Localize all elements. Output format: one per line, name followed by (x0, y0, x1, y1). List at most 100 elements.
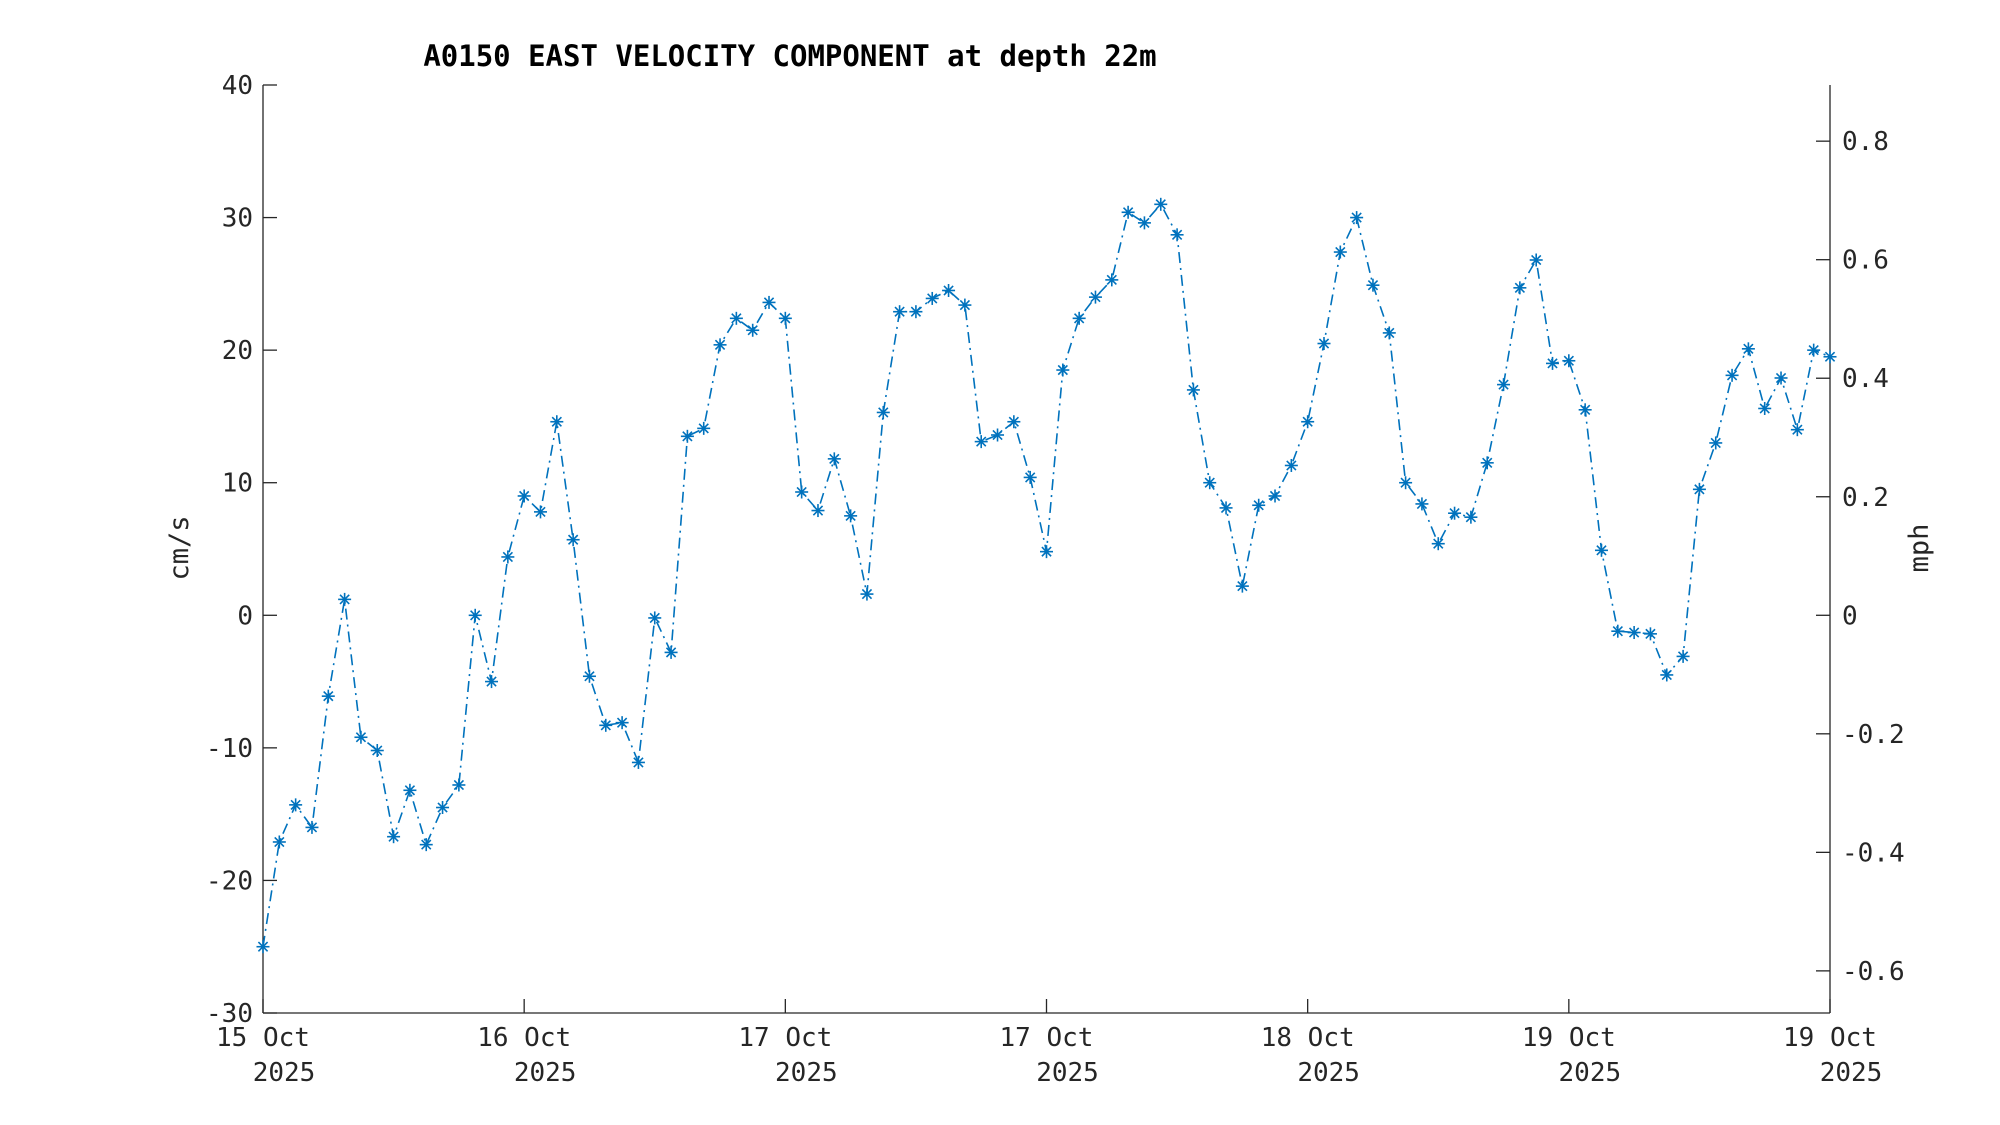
data-point (1709, 436, 1723, 450)
data-point (1235, 579, 1249, 593)
data-point (1431, 537, 1445, 551)
data-point (1333, 245, 1347, 259)
data-point (746, 323, 760, 337)
data-point (1317, 337, 1331, 351)
data-point (1040, 545, 1053, 559)
data-point (1170, 228, 1184, 242)
data-point (1137, 216, 1151, 230)
data-point (256, 940, 270, 954)
y-axis-label-left: cm/s (164, 515, 195, 580)
data-point (1007, 415, 1021, 429)
data-point (1725, 368, 1739, 382)
y-tick-label-right: 0.2 (1842, 483, 1889, 513)
data-point (729, 311, 743, 325)
data-point (1350, 211, 1364, 225)
data-point (844, 509, 858, 523)
data-point (485, 675, 499, 689)
data-point (713, 338, 727, 352)
y-tick-label-left: 30 (222, 204, 253, 234)
data-point (582, 669, 596, 683)
data-point (958, 298, 972, 312)
data-point (1464, 510, 1478, 524)
y-tick-label-right: 0 (1842, 601, 1858, 631)
data-point (550, 415, 564, 429)
data-point (1203, 476, 1217, 490)
data-point (1399, 476, 1413, 490)
data-point (338, 592, 352, 606)
x-tick-label-date: 17 Oct (738, 1023, 832, 1053)
x-tick-label-date: 16 Oct (477, 1023, 571, 1053)
data-point (370, 744, 384, 758)
data-point (991, 428, 1005, 442)
data-point (1513, 281, 1527, 295)
data-point (1284, 458, 1298, 472)
data-point (289, 798, 303, 812)
data-point (631, 755, 645, 769)
data-point (468, 608, 482, 622)
x-tick-label-year: 2025 (1559, 1058, 1622, 1088)
data-point (1072, 311, 1086, 325)
data-point (1627, 626, 1641, 640)
data-point (680, 429, 694, 443)
data-point (1105, 273, 1119, 287)
data-point (860, 587, 874, 601)
data-point (272, 835, 286, 849)
data-point (533, 505, 547, 519)
data-point (1056, 363, 1070, 377)
data-point (387, 830, 401, 844)
y-tick-label-right: 0.6 (1842, 246, 1889, 276)
data-point (566, 533, 580, 547)
data-point (1480, 456, 1494, 470)
data-point (1546, 356, 1560, 370)
data-point (1562, 354, 1576, 368)
data-point (501, 550, 515, 564)
data-point (1382, 326, 1396, 340)
x-tick-label-date: 18 Oct (1261, 1023, 1355, 1053)
y-tick-label-right: -0.2 (1842, 720, 1905, 750)
x-tick-label-year: 2025 (253, 1058, 316, 1088)
data-point (1660, 668, 1674, 682)
y-tick-label-left: 10 (222, 469, 253, 499)
y-axis-label-right: mph (1904, 524, 1935, 573)
y-tick-label-left: -20 (206, 866, 253, 896)
data-point (1448, 506, 1462, 520)
data-point (893, 305, 907, 319)
data-point (436, 801, 450, 815)
data-point (419, 838, 433, 852)
data-point (664, 645, 678, 659)
data-point (599, 718, 613, 732)
data-point (1301, 415, 1315, 429)
y-tick-label-left: 40 (222, 71, 253, 101)
data-point (811, 504, 825, 518)
y-tick-label-left: -10 (206, 734, 253, 764)
data-point (1611, 624, 1625, 638)
data-point (321, 689, 335, 703)
data-point (795, 485, 809, 499)
data-point (827, 452, 841, 466)
data-point (925, 291, 939, 305)
data-point (1529, 253, 1543, 267)
x-tick-label-year: 2025 (1297, 1058, 1360, 1088)
x-tick-label-year: 2025 (1820, 1058, 1883, 1088)
data-point (1088, 290, 1102, 304)
data-point (648, 611, 662, 625)
x-tick-label-year: 2025 (514, 1058, 577, 1088)
data-point (1774, 371, 1788, 385)
data-point (762, 295, 776, 309)
series-line (262, 202, 1831, 947)
data-point (1758, 401, 1772, 415)
y-tick-label-right: 0.4 (1842, 364, 1889, 394)
data-point (1268, 489, 1282, 503)
data-point (517, 489, 531, 503)
data-point (1807, 343, 1821, 357)
data-point (1578, 403, 1592, 417)
data-point (1121, 205, 1135, 219)
data-point (1252, 498, 1266, 512)
x-tick-label-date: 17 Oct (1000, 1023, 1094, 1053)
data-point (1643, 627, 1657, 641)
y-tick-label-right: -0.6 (1842, 957, 1905, 987)
data-point (1692, 482, 1706, 496)
data-point (615, 716, 629, 730)
